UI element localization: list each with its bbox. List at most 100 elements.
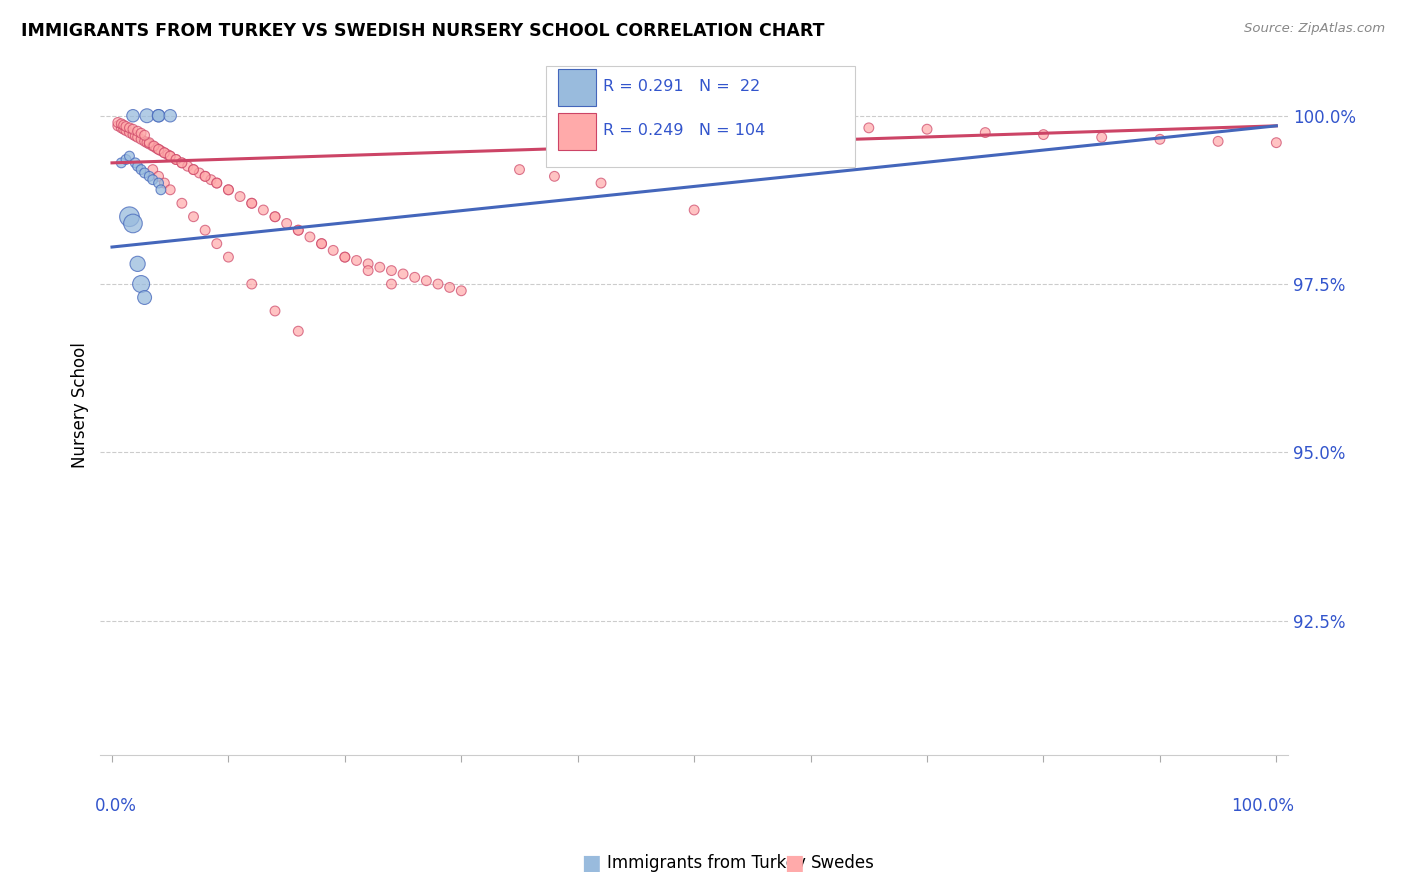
Point (138, 136, 160, 151)
Point (129, 277, 152, 291)
Point (183, 210, 205, 224)
Point (1149, 132, 1171, 146)
Point (287, 223, 309, 237)
Point (333, 250, 356, 264)
Point (112, 118, 135, 132)
Point (138, 136, 160, 150)
Point (974, 126, 997, 140)
Point (322, 244, 344, 258)
Point (194, 169, 217, 184)
Text: R = 0.291   N =  22: R = 0.291 N = 22 (603, 79, 761, 95)
Point (156, 148, 179, 162)
Point (122, 128, 145, 142)
Point (229, 189, 252, 203)
Point (368, 260, 391, 275)
Point (134, 166, 156, 180)
Point (153, 176, 176, 190)
Point (165, 153, 187, 167)
Point (287, 324, 309, 338)
Point (205, 176, 228, 190)
Point (122, 122, 145, 136)
Point (170, 156, 193, 170)
Point (176, 159, 198, 173)
Point (142, 162, 165, 177)
Text: Swedes: Swedes (811, 855, 875, 872)
Point (915, 122, 938, 136)
Point (415, 274, 437, 288)
Point (124, 128, 146, 143)
Point (118, 210, 141, 224)
Point (134, 128, 156, 143)
Point (1265, 136, 1288, 150)
Point (439, 280, 461, 294)
Point (800, 115, 823, 129)
Point (110, 156, 132, 170)
Point (115, 123, 138, 137)
Point (264, 210, 287, 224)
Point (145, 141, 167, 155)
Point (357, 263, 380, 277)
Point (252, 202, 274, 217)
Point (148, 142, 170, 156)
FancyBboxPatch shape (546, 66, 855, 167)
Text: R = 0.249   N = 104: R = 0.249 N = 104 (603, 123, 765, 138)
Point (159, 149, 181, 163)
Point (543, 169, 565, 184)
Point (298, 230, 321, 244)
Point (380, 263, 402, 277)
Point (194, 169, 217, 184)
Point (153, 145, 176, 160)
Point (149, 144, 172, 158)
Point (110, 120, 132, 135)
Point (149, 183, 172, 197)
FancyBboxPatch shape (558, 113, 596, 150)
Point (183, 162, 205, 177)
Point (346, 253, 368, 268)
Point (217, 250, 239, 264)
Point (205, 176, 228, 190)
Point (159, 183, 181, 197)
Point (148, 169, 170, 184)
Point (122, 217, 145, 231)
Point (112, 122, 135, 136)
Point (217, 183, 239, 197)
Point (380, 277, 402, 291)
Point (115, 120, 138, 134)
Point (357, 257, 380, 271)
Point (142, 139, 165, 153)
Point (858, 120, 880, 135)
Point (264, 210, 287, 224)
Point (188, 166, 211, 180)
Point (311, 236, 333, 251)
Point (118, 120, 141, 135)
Point (450, 284, 472, 298)
Point (127, 257, 149, 271)
Point (240, 196, 263, 211)
Point (135, 109, 157, 123)
Point (205, 236, 228, 251)
Point (1206, 134, 1229, 148)
Point (240, 196, 263, 211)
Point (427, 277, 450, 291)
Point (148, 109, 170, 123)
Point (170, 196, 193, 211)
Point (148, 176, 170, 190)
Text: ■: ■ (581, 854, 600, 873)
Point (404, 270, 426, 285)
Text: Immigrants from Turkey: Immigrants from Turkey (607, 855, 806, 872)
Point (194, 223, 217, 237)
Point (122, 109, 145, 123)
Point (240, 277, 263, 291)
Point (129, 126, 152, 140)
Point (165, 153, 187, 167)
Text: 0.0%: 0.0% (94, 797, 136, 815)
Point (159, 149, 181, 163)
Point (800, 119, 823, 133)
Point (118, 126, 141, 140)
Point (509, 162, 531, 177)
Point (129, 162, 152, 177)
Point (217, 183, 239, 197)
FancyBboxPatch shape (558, 70, 596, 105)
Point (264, 304, 287, 318)
Point (392, 267, 415, 281)
